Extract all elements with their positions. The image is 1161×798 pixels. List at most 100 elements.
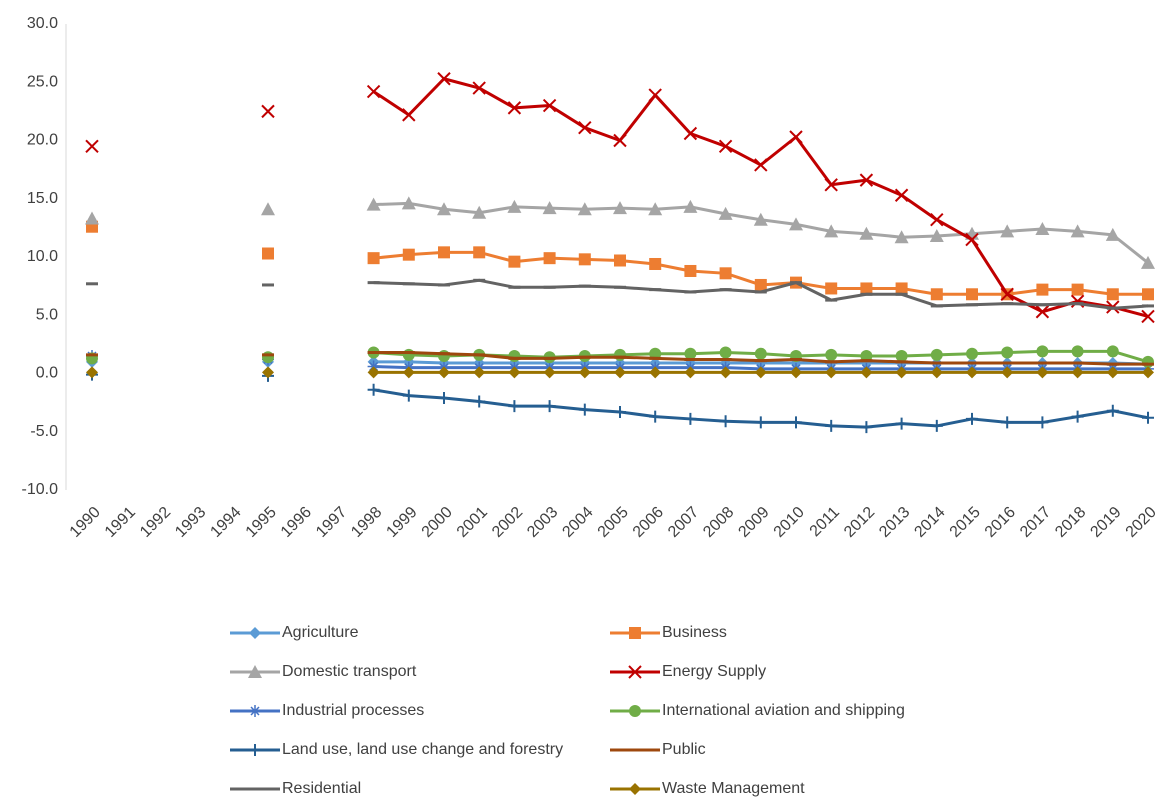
marker bbox=[754, 347, 767, 360]
marker bbox=[860, 366, 873, 379]
x-tick-label: 1998 bbox=[348, 504, 385, 541]
marker bbox=[1141, 255, 1155, 269]
marker bbox=[860, 350, 873, 363]
legend-label: Domestic transport bbox=[282, 663, 417, 680]
marker bbox=[649, 257, 662, 270]
marker bbox=[438, 391, 450, 404]
y-tick-label: 30.0 bbox=[27, 15, 58, 32]
marker bbox=[683, 126, 698, 141]
marker bbox=[754, 278, 767, 291]
marker bbox=[472, 205, 487, 219]
x-tick-label: 1995 bbox=[243, 504, 280, 541]
marker bbox=[614, 405, 626, 418]
marker bbox=[507, 199, 522, 213]
marker bbox=[1071, 366, 1084, 379]
x-tick-label: 2019 bbox=[1087, 504, 1124, 541]
marker bbox=[1001, 366, 1014, 379]
marker bbox=[719, 366, 732, 379]
marker bbox=[508, 366, 521, 379]
x-tick-label: 2004 bbox=[559, 504, 596, 541]
marker bbox=[402, 108, 416, 122]
marker bbox=[754, 416, 767, 429]
marker bbox=[1106, 366, 1119, 379]
marker bbox=[402, 348, 415, 361]
marker bbox=[718, 206, 733, 220]
marker bbox=[1106, 345, 1119, 358]
x-tick-label: 2002 bbox=[489, 504, 526, 541]
marker bbox=[1105, 227, 1120, 241]
marker bbox=[543, 252, 556, 265]
marker bbox=[85, 211, 99, 225]
legend-label: Business bbox=[662, 624, 727, 641]
y-tick-label: 20.0 bbox=[27, 132, 58, 149]
x-tick-label: 2012 bbox=[841, 504, 878, 541]
marker bbox=[249, 705, 261, 717]
marker bbox=[438, 246, 450, 259]
marker bbox=[542, 201, 557, 215]
legend-label: International aviation and shipping bbox=[662, 702, 905, 719]
marker bbox=[684, 366, 697, 379]
marker bbox=[507, 101, 522, 115]
x-tick-label: 1992 bbox=[137, 504, 174, 541]
marker bbox=[684, 264, 697, 277]
marker bbox=[790, 416, 802, 429]
marker bbox=[614, 348, 626, 361]
x-tick-label: 2013 bbox=[876, 504, 913, 541]
marker bbox=[367, 252, 380, 265]
marker bbox=[824, 178, 838, 192]
marker bbox=[930, 366, 943, 379]
marker bbox=[262, 351, 274, 364]
marker bbox=[754, 158, 768, 172]
marker bbox=[929, 229, 944, 243]
marker bbox=[614, 254, 626, 267]
marker bbox=[613, 133, 627, 148]
marker bbox=[542, 98, 557, 113]
marker bbox=[1036, 345, 1049, 358]
marker bbox=[249, 627, 261, 639]
marker bbox=[930, 213, 944, 227]
marker bbox=[472, 81, 486, 95]
marker bbox=[1142, 411, 1154, 424]
marker bbox=[614, 366, 626, 379]
marker bbox=[261, 202, 275, 216]
marker bbox=[1036, 366, 1049, 379]
marker bbox=[825, 282, 838, 295]
marker bbox=[965, 232, 979, 247]
x-tick-label: 2009 bbox=[735, 504, 772, 541]
marker bbox=[648, 88, 662, 102]
marker bbox=[473, 246, 486, 259]
y-tick-label: 10.0 bbox=[27, 248, 58, 265]
marker bbox=[1071, 283, 1084, 296]
marker bbox=[649, 347, 662, 360]
marker bbox=[895, 366, 908, 379]
x-tick-label: 2011 bbox=[807, 504, 843, 540]
marker bbox=[367, 383, 380, 396]
x-tick-label: 2003 bbox=[524, 504, 561, 541]
marker bbox=[473, 395, 486, 408]
marker bbox=[1000, 287, 1014, 301]
x-tick-label: 2014 bbox=[911, 504, 948, 541]
legend-label: Land use, land use change and forestry bbox=[282, 741, 563, 758]
marker bbox=[578, 366, 591, 379]
marker bbox=[649, 366, 662, 379]
marker bbox=[825, 348, 838, 361]
marker bbox=[1070, 224, 1085, 238]
marker bbox=[930, 348, 943, 361]
marker bbox=[1106, 404, 1119, 417]
marker bbox=[649, 410, 662, 423]
marker bbox=[930, 288, 943, 301]
marker bbox=[894, 230, 909, 244]
marker bbox=[261, 104, 275, 119]
legend-label: Agriculture bbox=[282, 624, 359, 641]
marker bbox=[86, 366, 98, 379]
x-tick-label: 1999 bbox=[383, 504, 420, 541]
marker bbox=[613, 201, 627, 215]
marker bbox=[249, 744, 261, 756]
x-tick-label: 2020 bbox=[1123, 504, 1160, 541]
marker bbox=[577, 202, 592, 216]
marker bbox=[966, 366, 978, 379]
marker bbox=[578, 403, 591, 416]
x-tick-label: 1997 bbox=[313, 504, 350, 541]
marker bbox=[859, 226, 874, 240]
x-tick-label: 2018 bbox=[1052, 504, 1089, 541]
